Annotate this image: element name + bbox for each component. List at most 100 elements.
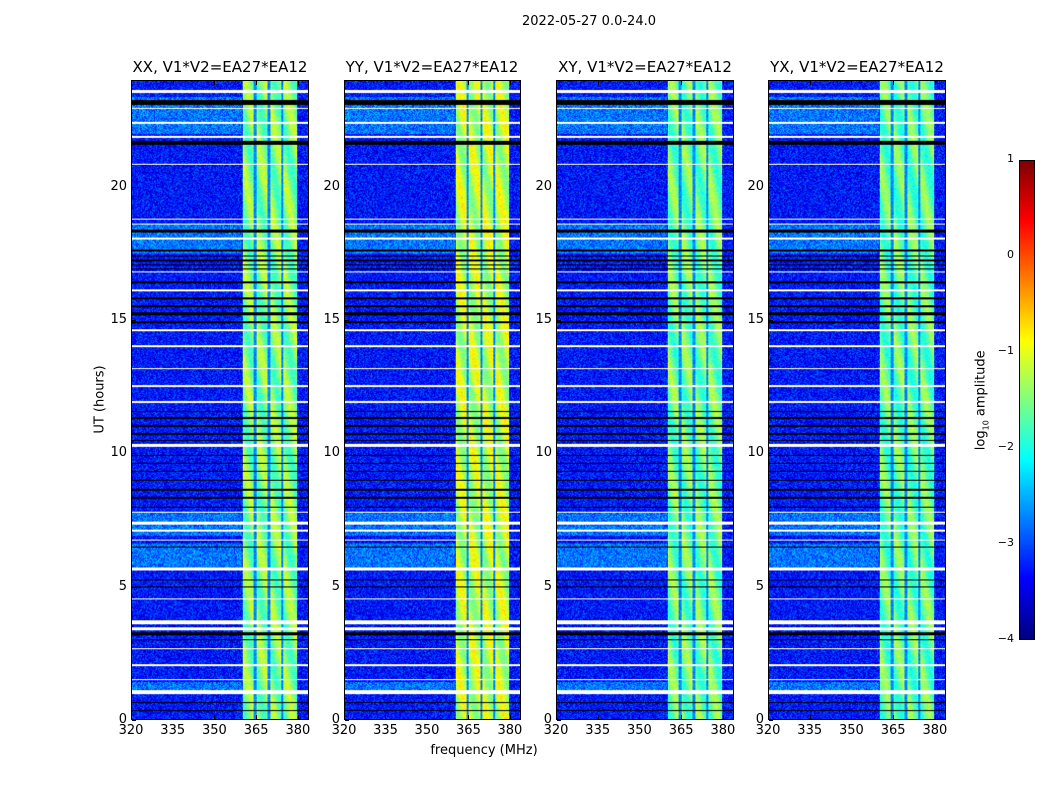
- x-tick-mark: [639, 715, 641, 719]
- x-tick-mark: [556, 81, 557, 85]
- x-tick-mark: [809, 715, 811, 719]
- y-tick-mark: [345, 320, 349, 321]
- x-tick-mark: [297, 715, 299, 719]
- x-tick-mark: [722, 81, 724, 85]
- colorbar: [1019, 160, 1035, 640]
- y-tick-label-xy: 10: [535, 445, 552, 461]
- x-tick-mark: [809, 81, 811, 85]
- x-tick-mark: [556, 715, 557, 719]
- x-tick-mark: [681, 81, 683, 85]
- heatmap-xy: [557, 81, 733, 719]
- x-tick-label-yx: 350: [839, 723, 864, 738]
- x-tick-mark: [426, 715, 428, 719]
- x-tick-mark: [172, 81, 174, 85]
- y-tick-label-yy: 5: [331, 578, 340, 594]
- x-tick-label-xy: 320: [543, 723, 569, 738]
- y-tick-label-yx: 10: [747, 445, 764, 461]
- x-tick-mark: [509, 81, 511, 85]
- x-tick-mark: [597, 81, 599, 85]
- x-tick-mark: [256, 715, 258, 719]
- x-tick-mark: [768, 715, 769, 719]
- x-tick-mark: [681, 715, 683, 719]
- x-tick-label-xx: 335: [160, 723, 186, 738]
- x-tick-mark: [468, 81, 470, 85]
- x-tick-mark: [509, 715, 511, 719]
- y-tick-label-xy: 20: [535, 178, 552, 194]
- x-tick-label-yy: 380: [497, 723, 523, 738]
- x-tick-mark: [426, 81, 428, 85]
- y-tick-label-yx: 5: [755, 578, 764, 594]
- y-tick-mark: [769, 720, 773, 721]
- colorbar-label-suffix: amplitude: [973, 350, 989, 421]
- x-tick-label-xx: 380: [285, 723, 311, 738]
- y-tick-label-xx: 20: [110, 178, 127, 194]
- heatmap-panel-yx: [768, 80, 946, 720]
- x-tick-mark: [851, 715, 853, 719]
- heatmap-panel-xy: [556, 80, 734, 720]
- x-tick-label-yy: 365: [456, 723, 481, 738]
- colorbar-tick-label: 0: [1007, 248, 1014, 261]
- x-tick-mark: [893, 81, 895, 85]
- colorbar-label-sub: 10: [981, 420, 991, 431]
- x-tick-mark: [385, 715, 387, 719]
- x-tick-mark: [934, 81, 936, 85]
- heatmap-yx: [769, 81, 945, 719]
- x-tick-label-xy: 350: [627, 723, 652, 738]
- x-tick-label-xx: 365: [243, 723, 269, 738]
- x-tick-label-yy: 335: [373, 723, 398, 738]
- x-tick-mark: [597, 715, 599, 719]
- y-tick-mark: [769, 186, 773, 188]
- y-tick-mark: [769, 453, 773, 455]
- y-tick-mark: [132, 453, 136, 455]
- colorbar-tick-label: 1: [1007, 152, 1014, 165]
- x-tick-mark: [214, 81, 216, 85]
- panel-title-yy: YY, V1*V2=EA27*EA12: [345, 58, 519, 76]
- y-tick-label-xy: 0: [543, 712, 552, 727]
- panel-title-yx: YX, V1*V2=EA27*EA12: [770, 58, 944, 76]
- y-tick-mark: [345, 586, 349, 588]
- x-tick-mark: [297, 81, 299, 85]
- y-tick-mark: [557, 720, 561, 721]
- y-tick-mark: [132, 586, 136, 588]
- x-tick-label-yx: 380: [922, 723, 948, 738]
- y-tick-mark: [345, 720, 349, 721]
- x-tick-mark: [131, 81, 132, 85]
- y-tick-label-yy: 10: [323, 445, 340, 461]
- x-tick-mark: [893, 715, 895, 719]
- x-tick-mark: [256, 81, 258, 85]
- y-tick-label-xx: 0: [118, 712, 127, 727]
- y-tick-label-xx: 10: [110, 445, 127, 461]
- x-tick-mark: [344, 81, 345, 85]
- panel-title-xx: XX, V1*V2=EA27*EA12: [132, 58, 308, 76]
- x-axis-label: frequency (MHz): [430, 743, 538, 758]
- heatmap-panel-yy: [344, 80, 521, 720]
- colorbar-gradient: [1020, 161, 1034, 639]
- y-tick-mark: [132, 720, 136, 721]
- y-tick-label-yy: 20: [323, 178, 340, 194]
- x-tick-mark: [722, 715, 724, 719]
- y-tick-label-xx: 15: [110, 312, 127, 327]
- x-tick-mark: [214, 715, 216, 719]
- x-tick-label-yy: 350: [414, 723, 440, 738]
- colorbar-tick-label: −2: [997, 440, 1014, 453]
- y-tick-mark: [557, 586, 561, 588]
- x-tick-label-xy: 335: [585, 723, 611, 738]
- y-tick-mark: [769, 586, 773, 588]
- colorbar-tick-label: −4: [997, 632, 1014, 645]
- x-tick-label-xy: 365: [668, 723, 694, 738]
- x-tick-mark: [131, 715, 132, 719]
- y-tick-label-yy: 15: [323, 312, 340, 327]
- y-tick-label-yx: 15: [747, 312, 764, 327]
- heatmap-panel-xx: [131, 80, 309, 720]
- x-tick-mark: [385, 81, 387, 85]
- x-tick-mark: [639, 81, 641, 85]
- x-tick-label-xx: 320: [118, 723, 144, 738]
- y-tick-mark: [557, 453, 561, 455]
- x-tick-mark: [768, 81, 769, 85]
- y-tick-label-yy: 0: [331, 712, 340, 727]
- x-tick-label-yx: 365: [880, 723, 906, 738]
- colorbar-tick-label: −3: [997, 536, 1014, 549]
- panel-title-xy: XY, V1*V2=EA27*EA12: [558, 58, 732, 76]
- y-tick-mark: [345, 186, 349, 188]
